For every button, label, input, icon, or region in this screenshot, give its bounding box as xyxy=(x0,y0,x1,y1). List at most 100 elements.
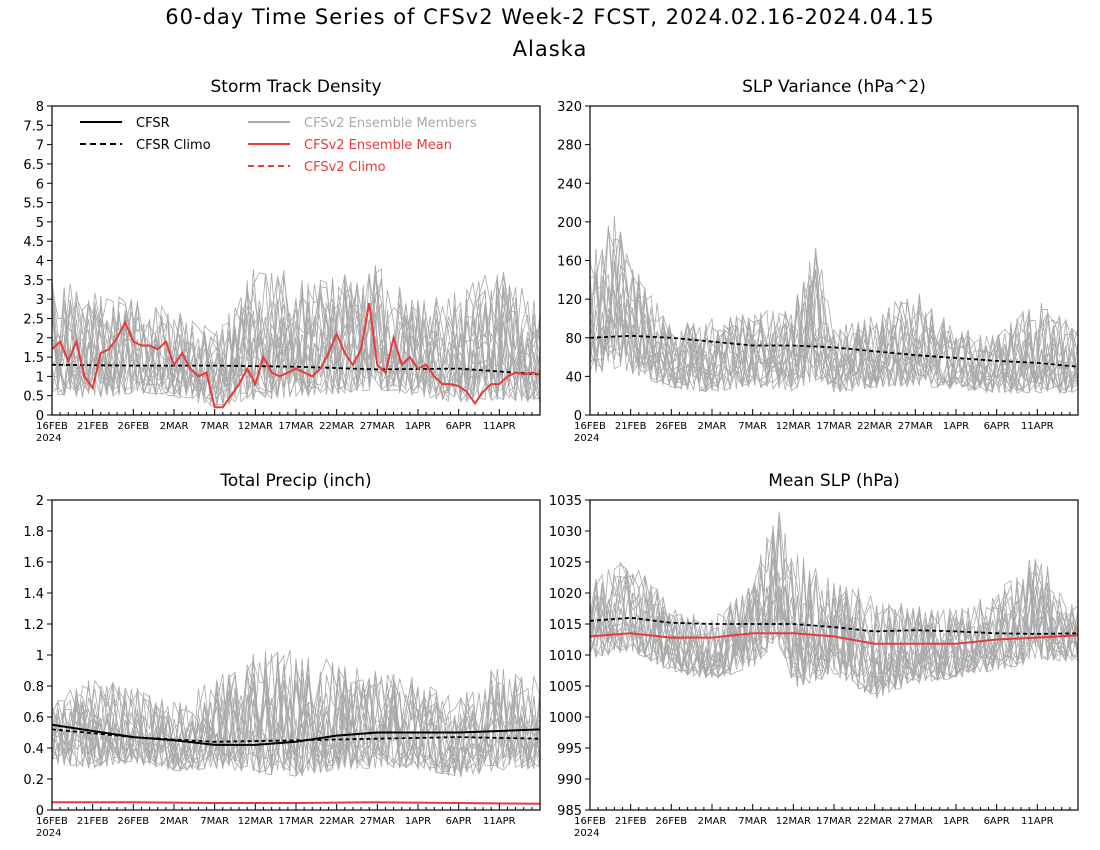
x-tick-label: 12MAR xyxy=(238,421,273,432)
member-line xyxy=(51,264,541,406)
member-line xyxy=(589,264,1079,393)
x-tick-label: 27MAR xyxy=(898,421,933,432)
y-tick-label: 2 xyxy=(36,332,44,347)
chart-panel-2: SLP Variance (hPa^2) 0 40 80 120 160 200 240 280… xyxy=(557,77,1079,444)
x-tick-label: 1APR xyxy=(405,816,431,827)
x-tick-label: 26FEB xyxy=(656,816,688,827)
y-tick-label: 1000 xyxy=(549,711,582,726)
x-tick-label: 16FEB xyxy=(574,421,606,432)
x-tick-label: 26FEB xyxy=(118,421,150,432)
y-tick-label: 6 xyxy=(36,177,44,192)
y-tick-label: 1030 xyxy=(549,525,582,540)
member-line xyxy=(51,658,541,776)
x-tick-label: 17MAR xyxy=(278,421,313,432)
member-line xyxy=(51,661,541,778)
x-tick-label: 16FEB xyxy=(36,816,68,827)
y-tick-label: 320 xyxy=(557,100,582,115)
y-tick-label: 40 xyxy=(565,370,582,385)
x-tick-label: 16FEB xyxy=(574,816,606,827)
member-line xyxy=(51,268,541,399)
member-line xyxy=(589,251,1079,393)
member-line xyxy=(589,259,1079,394)
x-tick-label: 6APR xyxy=(446,421,472,432)
series-cfsv2-ensemble-mean xyxy=(52,801,541,805)
y-tick-label: 1005 xyxy=(549,680,582,695)
x-tick-label: 16FEB xyxy=(36,421,68,432)
y-tick-label: 985 xyxy=(557,804,582,819)
chart-title: Storm Track Density xyxy=(210,77,381,97)
x-tick-label: 2MAR xyxy=(698,421,727,432)
y-tick-label: 990 xyxy=(557,773,582,788)
chart-panel-4: Mean SLP (hPa) 985 990 995 1000 1005 1010 1015 1… xyxy=(549,471,1079,839)
y-tick-label: 995 xyxy=(557,742,582,757)
member-line xyxy=(51,281,541,406)
y-tick-label: 0 xyxy=(36,804,44,819)
y-tick-label: 2.5 xyxy=(23,312,44,327)
y-tick-label: 200 xyxy=(557,216,582,231)
x-tick-label: 21FEB xyxy=(77,816,109,827)
y-tick-label: 1035 xyxy=(549,494,582,509)
y-tick-label: 1025 xyxy=(549,556,582,571)
member-line xyxy=(589,238,1079,393)
x-tick-label: 27MAR xyxy=(360,421,395,432)
x-tick-label: 17MAR xyxy=(278,816,313,827)
series-cfsr-climo xyxy=(51,728,541,743)
y-tick-label: 280 xyxy=(557,139,582,154)
member-line xyxy=(51,277,541,406)
member-line xyxy=(51,651,541,774)
x-tick-label: 21FEB xyxy=(77,421,109,432)
y-tick-label: 4.5 xyxy=(23,235,44,250)
chart-panel-1: Storm Track Density 0 0.5 1 1.5 2 2.5 3 3.5 4 4.5 5… xyxy=(23,77,541,444)
legend-label: CFSR Climo xyxy=(136,138,211,153)
member-line xyxy=(589,538,1079,689)
y-tick-label: 0.2 xyxy=(23,773,44,788)
y-tick-label: 1 xyxy=(36,649,44,664)
x-tick-label: 11APR xyxy=(483,816,516,827)
series-cfsv2-ensemble-mean xyxy=(589,632,1079,645)
y-tick-label: 240 xyxy=(557,177,582,192)
x-tick-label: 17MAR xyxy=(816,421,851,432)
x-tick-label: 22MAR xyxy=(319,816,354,827)
chart-title: SLP Variance (hPa^2) xyxy=(742,77,926,97)
y-tick-label: 1020 xyxy=(549,587,582,602)
x-tick-label: 2MAR xyxy=(160,816,189,827)
x-tick-label: 22MAR xyxy=(857,421,892,432)
series-cfsv2-ensemble-mean xyxy=(51,302,541,409)
y-tick-label: 1.8 xyxy=(23,525,44,540)
x-tick-label: 7MAR xyxy=(200,421,229,432)
y-tick-label: 6.5 xyxy=(23,158,44,173)
y-tick-label: 1010 xyxy=(549,649,582,664)
chart-title: Mean SLP (hPa) xyxy=(768,471,900,491)
x-tick-label: 7MAR xyxy=(738,816,767,827)
y-tick-label: 8 xyxy=(36,100,44,115)
x-tick-label: 26FEB xyxy=(656,421,688,432)
x-tick-label: 6APR xyxy=(984,816,1010,827)
y-tick-label: 0.4 xyxy=(23,742,44,757)
x-tick-label: 22MAR xyxy=(319,421,354,432)
page-title: 60-day Time Series of CFSv2 Week-2 FCST,… xyxy=(165,5,935,29)
x-tick-label: 1APR xyxy=(405,421,431,432)
x-tick-label: 2MAR xyxy=(698,816,727,827)
legend-label: CFSv2 Climo xyxy=(304,160,386,175)
y-tick-label: 1.2 xyxy=(23,618,44,633)
member-line xyxy=(589,528,1079,688)
y-tick-label: 2 xyxy=(36,494,44,509)
x-year-label: 2024 xyxy=(574,433,599,444)
x-tick-label: 27MAR xyxy=(360,816,395,827)
x-tick-label: 26FEB xyxy=(118,816,150,827)
member-line xyxy=(589,254,1079,392)
legend-label: CFSv2 Ensemble Mean xyxy=(304,138,452,153)
x-tick-label: 21FEB xyxy=(615,816,647,827)
x-tick-label: 27MAR xyxy=(898,816,933,827)
y-tick-label: 0 xyxy=(36,409,44,424)
member-line xyxy=(589,260,1079,394)
legend: CFSR CFSR Climo CFSv2 Ensemble Members CFSv… xyxy=(80,116,477,175)
x-tick-label: 21FEB xyxy=(615,421,647,432)
x-tick-label: 7MAR xyxy=(738,421,767,432)
legend-label: CFSv2 Ensemble Members xyxy=(304,116,477,131)
y-tick-label: 3 xyxy=(36,293,44,308)
series-cfsr-climo xyxy=(589,616,1079,635)
member-line xyxy=(51,273,541,406)
x-tick-label: 17MAR xyxy=(816,816,851,827)
